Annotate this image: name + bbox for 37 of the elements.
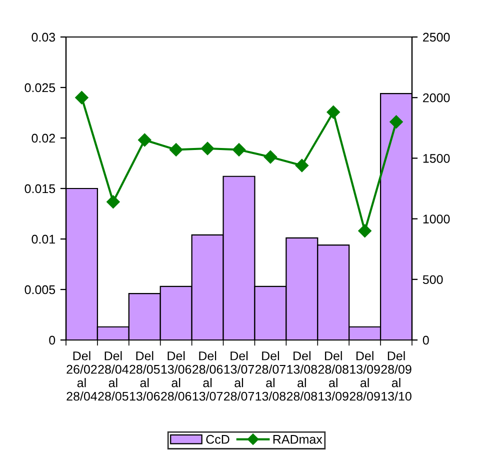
y-tick-label: 0.02 (32, 134, 55, 143)
point (264, 150, 278, 164)
point (200, 142, 214, 156)
x-tick-label: Del 13/08 al 28/08 (286, 351, 318, 401)
point (358, 224, 372, 238)
point (295, 158, 308, 172)
point (75, 91, 88, 104)
point (138, 133, 152, 147)
y-tick-label: 0.01 (32, 234, 55, 244)
y-tick-label: 0.015 (24, 184, 56, 194)
y-tick-label: 0 (49, 336, 56, 345)
y2-tick-label: 2500 (423, 32, 450, 42)
point (106, 195, 120, 208)
y2-tick-label: 0 (422, 336, 429, 345)
y-tick-label: 0.03 (32, 32, 56, 42)
point (170, 143, 183, 156)
y2-tick-label: 1500 (423, 154, 450, 163)
y-tick-label: 0.025 (24, 83, 56, 92)
x-tick-label: Del 26/02 al 28/04 (66, 351, 98, 401)
y2-tick-label: 500 (422, 275, 443, 284)
y-tick-label: 0.005 (24, 285, 56, 294)
x-tick-label: Del 13/09 al 28/09 (350, 351, 380, 401)
legend-label: RADmax (273, 435, 322, 444)
legend-label: CcD (206, 434, 230, 444)
y2-tick-label: 2000 (423, 93, 450, 102)
x-tick-label: Del 28/05 al 13/06 (130, 351, 160, 401)
point (326, 106, 340, 119)
point (390, 115, 403, 128)
x-tick-label: Del 13/06 al 28/06 (161, 351, 192, 401)
y2-tick-label: 1000 (423, 214, 450, 224)
x-tick-label: Del 28/08 al 13/09 (318, 351, 348, 401)
x-tick-label: Del 28/07 al 13/08 (255, 351, 286, 401)
x-tick-label: Del 28/09 al 13/10 (381, 351, 412, 401)
x-tick-label: Del 28/06 al 13/07 (192, 351, 223, 401)
x-tick-label: Del 13/07 al 28/07 (224, 351, 254, 401)
point (232, 143, 246, 156)
x-tick-label: Del 28/04 al 28/05 (98, 351, 128, 401)
